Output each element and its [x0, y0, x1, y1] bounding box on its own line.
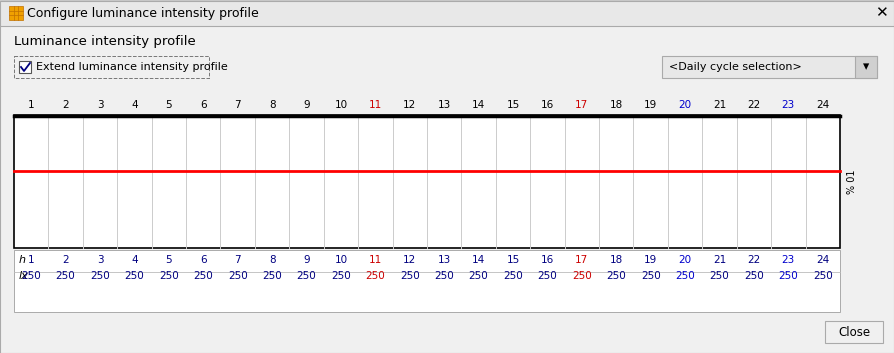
- Text: Extend luminance intensity profile: Extend luminance intensity profile: [36, 62, 227, 72]
- Text: % 01: % 01: [846, 169, 856, 194]
- Text: 14: 14: [471, 100, 485, 110]
- Text: 250: 250: [537, 271, 557, 281]
- Text: 12: 12: [402, 255, 416, 265]
- Text: 19: 19: [644, 100, 656, 110]
- Text: 7: 7: [234, 255, 240, 265]
- Text: 19: 19: [644, 255, 656, 265]
- Text: 1: 1: [28, 255, 35, 265]
- Text: 22: 22: [746, 100, 760, 110]
- Bar: [14, 250, 839, 312]
- Text: 9: 9: [303, 100, 309, 110]
- Text: 16: 16: [540, 255, 553, 265]
- Text: 12: 12: [402, 100, 416, 110]
- Bar: [0, 0, 894, 26]
- Text: 250: 250: [90, 271, 110, 281]
- Text: 250: 250: [571, 271, 591, 281]
- Text: 15: 15: [506, 255, 519, 265]
- Text: 18: 18: [609, 100, 622, 110]
- Text: lx: lx: [19, 271, 29, 281]
- Text: 250: 250: [296, 271, 316, 281]
- Text: 20: 20: [678, 255, 691, 265]
- Text: 250: 250: [228, 271, 248, 281]
- Text: 21: 21: [713, 100, 725, 110]
- Text: 7: 7: [234, 100, 240, 110]
- Text: 250: 250: [468, 271, 488, 281]
- Bar: [19, 61, 31, 73]
- Text: ▾: ▾: [862, 60, 868, 73]
- Text: 250: 250: [365, 271, 384, 281]
- Text: Configure luminance intensity profile: Configure luminance intensity profile: [27, 6, 258, 19]
- Text: 10: 10: [334, 100, 347, 110]
- Text: 17: 17: [575, 100, 588, 110]
- Text: 24: 24: [815, 100, 829, 110]
- Bar: [854, 56, 876, 78]
- Text: 16: 16: [540, 100, 553, 110]
- Bar: [824, 321, 882, 343]
- Text: ✕: ✕: [873, 6, 886, 20]
- Text: 250: 250: [124, 271, 144, 281]
- Text: 2: 2: [63, 255, 69, 265]
- Text: 24: 24: [815, 255, 829, 265]
- Text: 20: 20: [678, 100, 691, 110]
- Text: 1: 1: [28, 100, 35, 110]
- Bar: [14, 115, 839, 248]
- Text: 4: 4: [131, 100, 138, 110]
- Text: 250: 250: [812, 271, 831, 281]
- Text: 9: 9: [303, 255, 309, 265]
- Text: 250: 250: [606, 271, 626, 281]
- Text: 8: 8: [268, 100, 275, 110]
- Bar: [14, 56, 209, 78]
- Text: 3: 3: [97, 255, 103, 265]
- Text: 23: 23: [780, 100, 794, 110]
- Text: 250: 250: [434, 271, 453, 281]
- Text: 14: 14: [471, 255, 485, 265]
- Text: 250: 250: [709, 271, 729, 281]
- Text: 250: 250: [674, 271, 695, 281]
- Text: 250: 250: [21, 271, 41, 281]
- Text: 6: 6: [199, 100, 207, 110]
- Text: 250: 250: [159, 271, 179, 281]
- Text: 6: 6: [199, 255, 207, 265]
- Text: 17: 17: [575, 255, 588, 265]
- Text: 2: 2: [63, 100, 69, 110]
- Text: 5: 5: [165, 255, 172, 265]
- Text: 8: 8: [268, 255, 275, 265]
- Bar: [662, 56, 876, 78]
- Text: 10: 10: [334, 255, 347, 265]
- Text: 21: 21: [713, 255, 725, 265]
- Text: 11: 11: [368, 255, 382, 265]
- Text: 13: 13: [437, 100, 451, 110]
- Text: h: h: [19, 255, 26, 265]
- Text: 250: 250: [502, 271, 522, 281]
- Text: 250: 250: [55, 271, 75, 281]
- Text: 5: 5: [165, 100, 172, 110]
- Text: 250: 250: [640, 271, 660, 281]
- Text: 13: 13: [437, 255, 451, 265]
- Text: 250: 250: [193, 271, 213, 281]
- Text: Luminance intensity profile: Luminance intensity profile: [14, 36, 196, 48]
- Text: 4: 4: [131, 255, 138, 265]
- Text: 3: 3: [97, 100, 103, 110]
- Text: 250: 250: [778, 271, 797, 281]
- Text: 15: 15: [506, 100, 519, 110]
- Text: 250: 250: [331, 271, 350, 281]
- Text: 11: 11: [368, 100, 382, 110]
- Text: 18: 18: [609, 255, 622, 265]
- Text: 250: 250: [262, 271, 282, 281]
- Text: Close: Close: [837, 325, 869, 339]
- Bar: [9, 6, 23, 20]
- Text: 23: 23: [780, 255, 794, 265]
- Text: <Daily cycle selection>: <Daily cycle selection>: [668, 62, 801, 72]
- Text: 250: 250: [400, 271, 419, 281]
- Text: 22: 22: [746, 255, 760, 265]
- Text: 250: 250: [743, 271, 763, 281]
